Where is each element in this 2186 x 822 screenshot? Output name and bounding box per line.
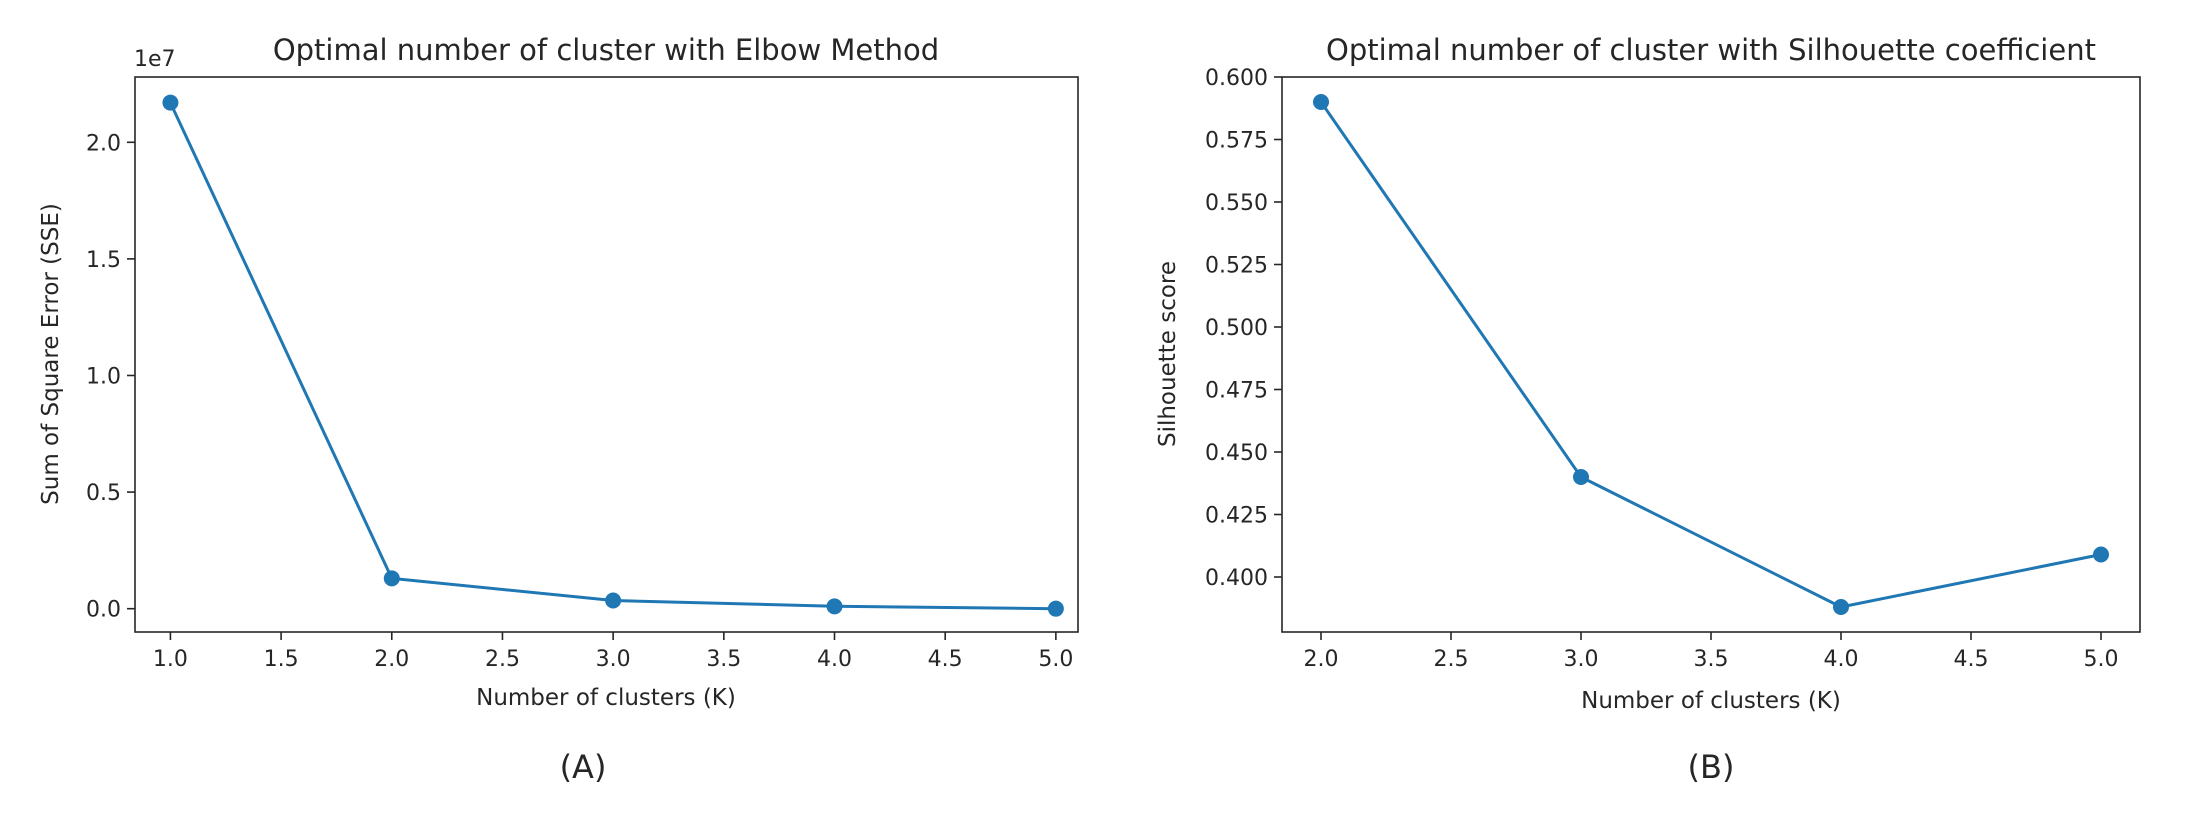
data-points-a bbox=[162, 94, 1064, 617]
x-axis-a: 1.0 1.5 2.0 2.5 3.0 3.5 4.0 4.5 5.0 bbox=[153, 632, 1073, 672]
y-tick-label-b-1: 0.425 bbox=[1205, 504, 1268, 529]
y-tick-label-b-6: 0.550 bbox=[1205, 191, 1268, 216]
y-axis-a: 0.0 0.5 1.0 1.5 2.0 bbox=[86, 131, 135, 623]
y-axis-label-a: Sum of Square Error (SSE) bbox=[38, 203, 64, 505]
data-point-a-0 bbox=[162, 94, 179, 111]
y-tick-label-b-8: 0.600 bbox=[1205, 66, 1268, 91]
data-point-a-1 bbox=[383, 570, 400, 587]
x-tick-label-a-0: 1.0 bbox=[153, 647, 188, 672]
y-tick-label-b-4: 0.500 bbox=[1205, 316, 1268, 341]
x-tick-label-a-7: 4.5 bbox=[928, 647, 963, 672]
chart-title-a: Optimal number of cluster with Elbow Met… bbox=[273, 33, 939, 67]
x-tick-label-a-6: 4.0 bbox=[817, 647, 852, 672]
chart-panel-b: Optimal number of cluster with Silhouett… bbox=[1155, 33, 2141, 786]
x-axis-label-a: Number of clusters (K) bbox=[476, 685, 736, 711]
x-axis-label-b: Number of clusters (K) bbox=[1581, 688, 1841, 714]
y-tick-label-a-0: 0.0 bbox=[86, 598, 121, 623]
chart-panel-a: Optimal number of cluster with Elbow Met… bbox=[38, 33, 1079, 786]
x-tick-label-b-5: 4.5 bbox=[1954, 647, 1989, 672]
data-point-a-2 bbox=[605, 592, 622, 609]
y-tick-label-b-7: 0.575 bbox=[1205, 129, 1268, 154]
data-point-b-1 bbox=[1573, 469, 1589, 485]
y-tick-label-a-1: 0.5 bbox=[86, 481, 121, 506]
y-offset-label-a: 1e7 bbox=[134, 47, 176, 72]
chart-title-b: Optimal number of cluster with Silhouett… bbox=[1326, 33, 2096, 67]
data-point-b-3 bbox=[2093, 546, 2109, 563]
x-tick-label-a-1: 1.5 bbox=[264, 647, 299, 672]
y-tick-label-a-4: 2.0 bbox=[86, 131, 121, 156]
y-tick-label-b-2: 0.450 bbox=[1205, 441, 1268, 466]
x-tick-label-b-2: 3.0 bbox=[1564, 647, 1599, 672]
y-axis-b: 0.400 0.425 0.450 0.475 0.500 0.525 0.550 0.575… bbox=[1205, 66, 1282, 591]
x-tick-label-a-2: 2.0 bbox=[374, 647, 409, 672]
x-tick-label-b-0: 2.0 bbox=[1304, 647, 1339, 672]
x-tick-label-b-4: 4.0 bbox=[1824, 647, 1859, 672]
y-tick-label-a-3: 1.5 bbox=[86, 248, 121, 273]
x-tick-label-a-5: 3.5 bbox=[706, 647, 741, 672]
panel-label-a: (A) bbox=[560, 748, 607, 786]
series-line-a bbox=[169, 102, 1056, 611]
y-tick-label-b-3: 0.475 bbox=[1205, 379, 1268, 404]
plot-frame-b bbox=[1281, 76, 2141, 633]
x-tick-label-a-3: 2.5 bbox=[485, 647, 520, 672]
x-axis-b: 2.0 2.5 3.0 3.5 4.0 4.5 5.0 bbox=[1304, 632, 2119, 672]
data-point-b-2 bbox=[1833, 599, 1849, 615]
data-point-a-4 bbox=[1047, 600, 1064, 617]
y-tick-label-b-0: 0.400 bbox=[1205, 566, 1268, 591]
plot-frame-a bbox=[134, 76, 1079, 633]
y-tick-label-a-2: 1.0 bbox=[86, 364, 121, 389]
x-tick-label-b-1: 2.5 bbox=[1434, 647, 1469, 672]
x-tick-label-b-6: 5.0 bbox=[2084, 647, 2119, 672]
y-tick-label-b-5: 0.525 bbox=[1205, 254, 1268, 279]
data-point-a-3 bbox=[826, 598, 843, 615]
panel-label-b: (B) bbox=[1688, 748, 1735, 786]
series-line-b bbox=[1319, 101, 2102, 609]
y-axis-label-b: Silhouette score bbox=[1155, 261, 1181, 447]
x-tick-label-b-3: 3.5 bbox=[1694, 647, 1729, 672]
x-tick-label-a-8: 5.0 bbox=[1038, 647, 1073, 672]
data-points-b bbox=[1313, 94, 2109, 615]
data-point-b-0 bbox=[1313, 94, 1329, 110]
x-tick-label-a-4: 3.0 bbox=[596, 647, 631, 672]
